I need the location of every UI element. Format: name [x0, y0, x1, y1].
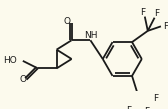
Text: F: F [127, 106, 132, 109]
Text: NH: NH [84, 31, 98, 40]
Text: F: F [163, 22, 168, 31]
Text: O: O [19, 75, 26, 84]
Text: F: F [153, 94, 158, 103]
Text: HO: HO [4, 56, 17, 65]
Text: F: F [154, 9, 159, 18]
Text: F: F [140, 8, 145, 17]
Text: F: F [144, 107, 149, 109]
Text: O: O [64, 17, 71, 26]
